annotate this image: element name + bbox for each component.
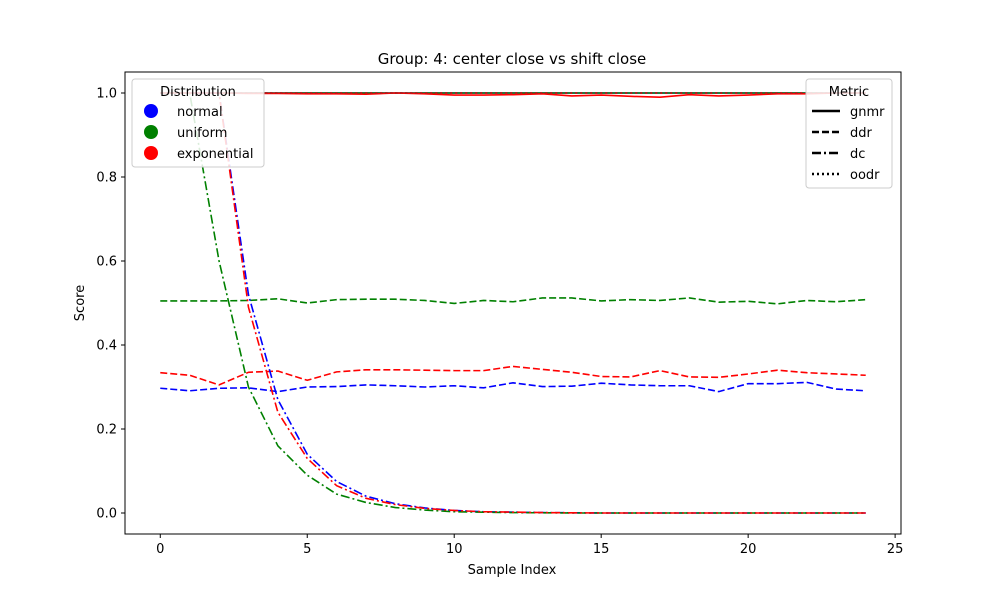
metric-legend-title: Metric xyxy=(829,85,869,100)
distribution-legend-title: Distribution xyxy=(160,85,236,100)
chart-title: Group: 4: center close vs shift close xyxy=(378,50,647,68)
x-tick-label: 10 xyxy=(446,542,463,557)
series-line-uniform-ddr xyxy=(160,297,866,305)
y-axis-ticks: 0.0 0.2 0.4 0.6 0.8 1.0 xyxy=(96,87,125,522)
legend-entry-oodr: oodr xyxy=(812,168,880,183)
legend-marker-normal xyxy=(144,104,158,118)
legend-label-dc: dc xyxy=(850,147,865,162)
x-axis-label: Sample Index xyxy=(468,563,557,578)
distribution-legend-box xyxy=(131,78,265,168)
x-tick-label: 5 xyxy=(303,542,311,557)
legend-label-uniform: uniform xyxy=(177,126,227,141)
x-tick-label: 20 xyxy=(740,542,757,557)
x-tick-label: 0 xyxy=(156,542,164,557)
y-tick-label: 0.8 xyxy=(96,171,117,186)
x-tick-label: 25 xyxy=(887,542,904,557)
legend-label-normal: normal xyxy=(177,105,223,120)
legend-label-ddr: ddr xyxy=(850,126,873,141)
legend-entry-ddr: ddr xyxy=(812,126,873,141)
legend-label-oodr: oodr xyxy=(850,168,880,183)
y-tick-label: 0.0 xyxy=(96,507,117,522)
series-line-exponential-gnmr xyxy=(160,92,866,98)
y-tick-label: 1.0 xyxy=(96,87,117,102)
legend-label-exponential: exponential xyxy=(177,147,253,162)
series-line-exponential-ddr xyxy=(160,365,866,386)
legend-entry-uniform: uniform xyxy=(144,125,227,141)
x-tick-label: 15 xyxy=(593,542,610,557)
distribution-legend: Distribution normal uniform exponential xyxy=(131,78,265,168)
series-layer xyxy=(160,92,866,514)
legend-entry-normal: normal xyxy=(144,104,223,120)
y-tick-label: 0.4 xyxy=(96,339,117,354)
legend-marker-uniform xyxy=(144,125,158,139)
metric-legend-box xyxy=(805,78,893,189)
y-tick-label: 0.6 xyxy=(96,255,117,270)
legend-entry-dc: dc xyxy=(812,147,865,162)
series-line-exponential-dc xyxy=(160,92,866,514)
y-tick-label: 0.2 xyxy=(96,423,117,438)
legend-marker-exponential xyxy=(144,146,158,160)
legend-entry-gnmr: gnmr xyxy=(812,105,885,120)
series-line-normal-ddr xyxy=(160,381,866,393)
legend-label-gnmr: gnmr xyxy=(850,105,885,120)
plot-frame xyxy=(124,71,902,535)
x-axis-ticks: 0 5 10 15 20 25 xyxy=(156,534,903,557)
metric-legend: Metric gnmr ddr dc oodr xyxy=(805,78,893,189)
y-axis-label: Score xyxy=(73,285,88,321)
legend-entry-exponential: exponential xyxy=(144,146,253,162)
